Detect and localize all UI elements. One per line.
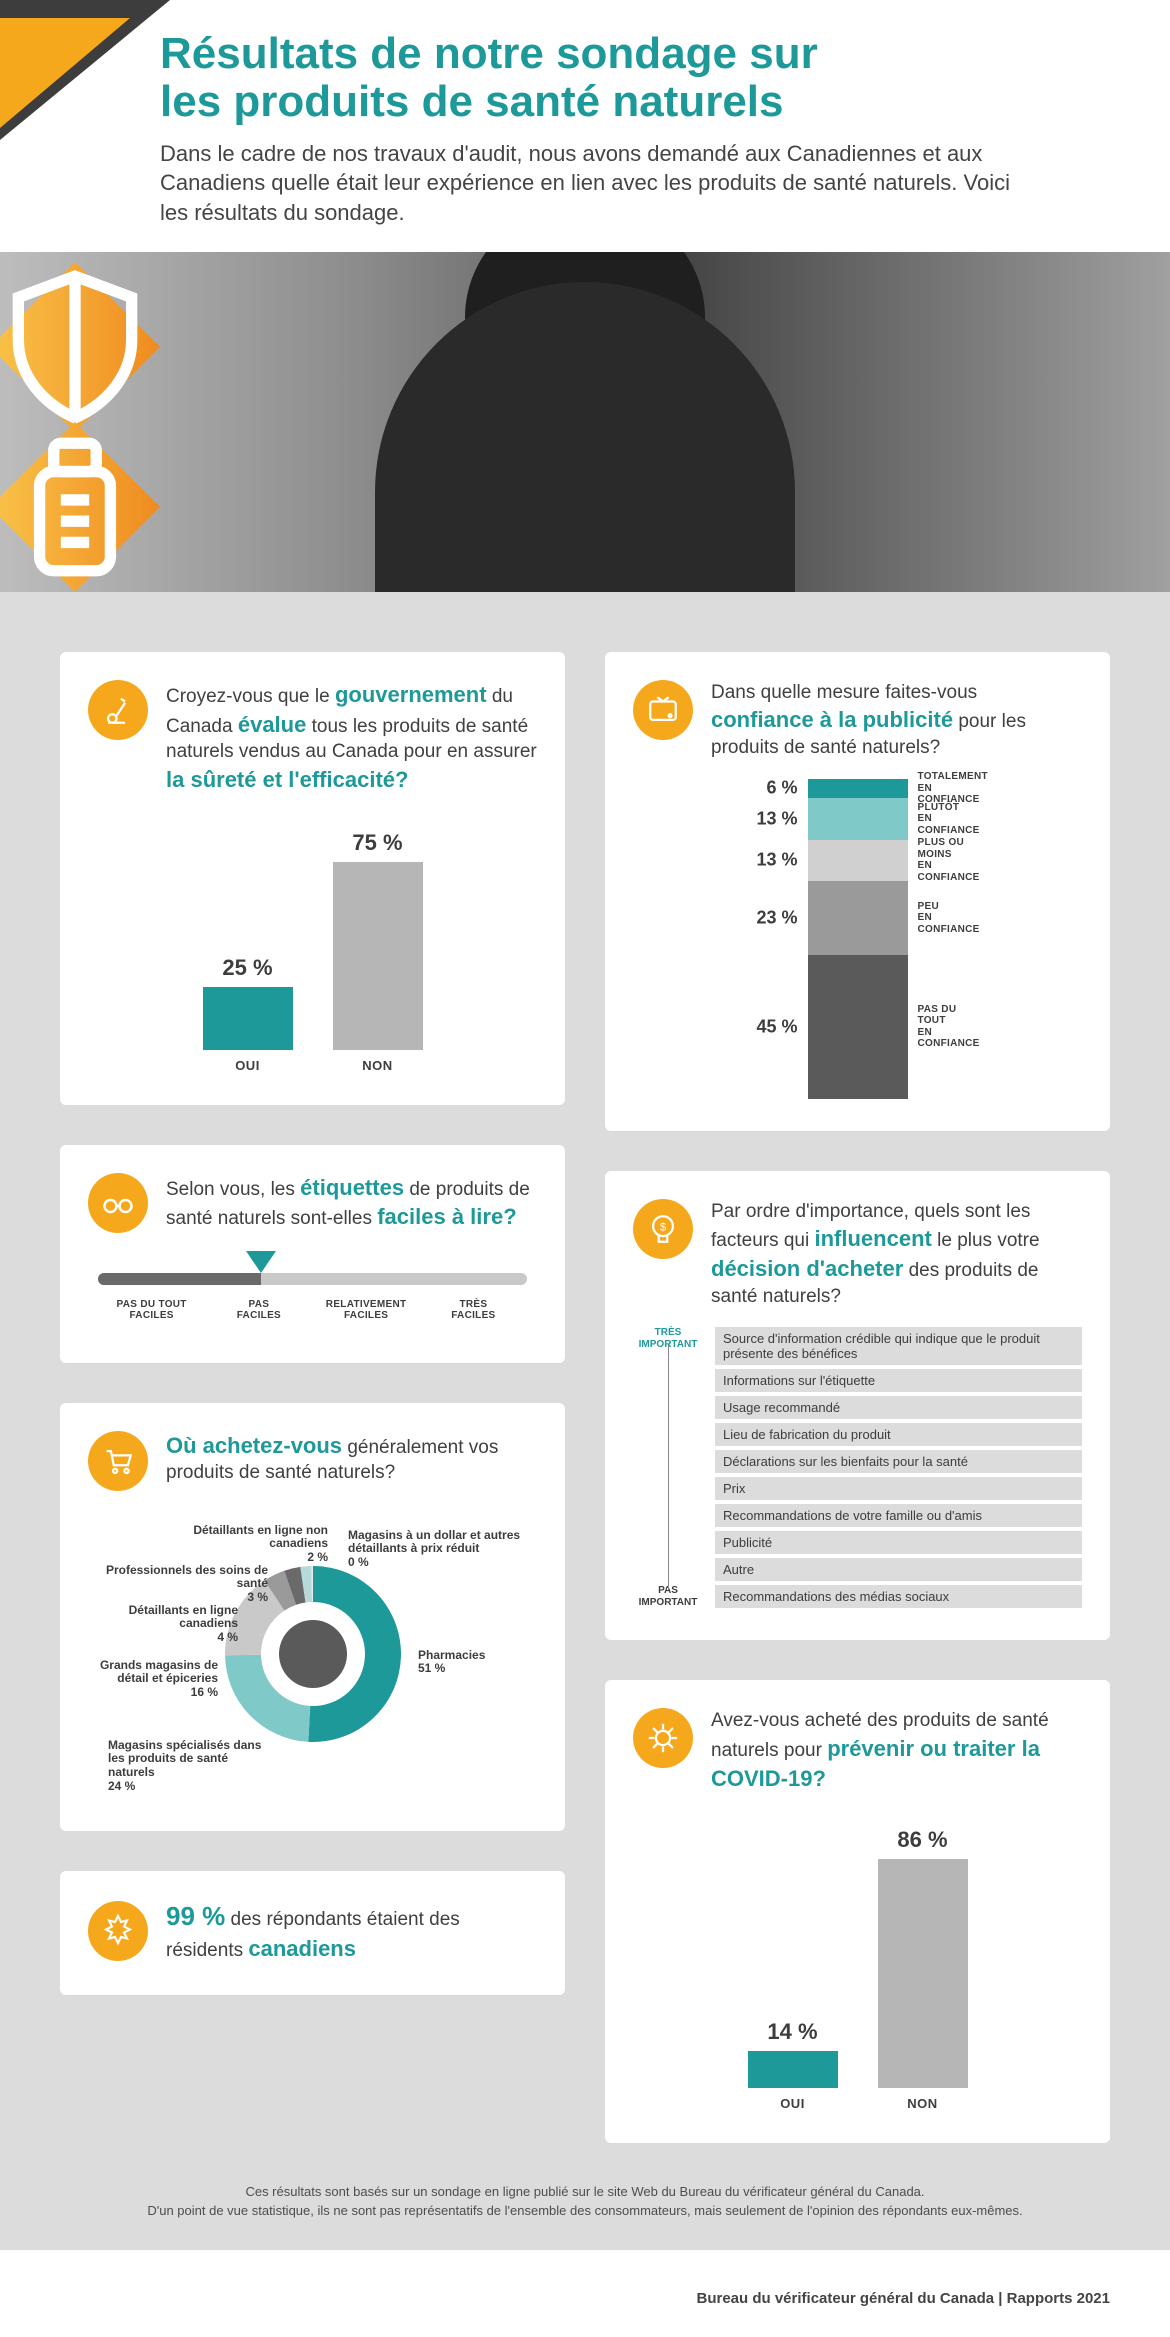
rank-item: Lieu de fabrication du produit <box>715 1423 1082 1446</box>
segment: 45 %PAS DU TOUTEN CONFIANCE <box>808 955 908 1099</box>
slider-label: PASFACILES <box>205 1299 312 1321</box>
q4-text: Par ordre d'importance, quels sont les f… <box>711 1199 1082 1310</box>
card-q5-where-buy: Où achetez-vous généralement vos produit… <box>60 1403 565 1831</box>
q5-donut-chart: Pharmacies51 % Magasins spécialisés dans … <box>88 1509 537 1799</box>
rank-item: Prix <box>715 1477 1082 1500</box>
q1-text: Croyez-vous que le gouvernement du Canad… <box>166 680 537 795</box>
microscope-icon <box>88 680 148 740</box>
q5-text: Où achetez-vous généralement vos produit… <box>166 1431 537 1486</box>
rank-item: Informations sur l'étiquette <box>715 1369 1082 1392</box>
head-money-icon: $ <box>633 1199 693 1259</box>
bar-non: 86 %NON <box>878 1827 968 2111</box>
segment: 13 %PLUS OU MOINSEN CONFIANCE <box>808 840 908 882</box>
header: Résultats de notre sondage sur les produ… <box>0 0 1170 228</box>
q3-text: Selon vous, les étiquettes de produits d… <box>166 1173 537 1232</box>
badge-bottle <box>0 422 160 592</box>
tv-icon <box>633 680 693 740</box>
content-area: Croyez-vous que le gouvernement du Canad… <box>0 592 1170 2250</box>
slider-label: PAS DU TOUTFACILES <box>98 1299 205 1321</box>
segment: 6 %TOTALEMENTEN CONFIANCE <box>808 779 908 798</box>
card-q6-covid: Avez-vous acheté des produits de santé n… <box>605 1680 1110 2143</box>
rank-item: Source d'information crédible qui indiqu… <box>715 1327 1082 1365</box>
donut-label: Grands magasins de détail et épiceries16… <box>88 1659 218 1700</box>
card-q2-trust-ads: Dans quelle mesure faites-vous confiance… <box>605 652 1110 1131</box>
q6-text: Avez-vous acheté des produits de santé n… <box>711 1708 1082 1793</box>
q4-ranked-list: TRÈSIMPORTANT PASIMPORTANT Source d'info… <box>633 1327 1082 1608</box>
bar-oui: 25 %OUI <box>203 955 293 1073</box>
bar-oui: 14 %OUI <box>748 2019 838 2111</box>
card-q3-labels-readable: Selon vous, les étiquettes de produits d… <box>60 1145 565 1363</box>
donut-label: Détaillants en ligne non canadiens2 % <box>138 1524 328 1565</box>
rank-item: Publicité <box>715 1531 1082 1554</box>
shield-icon <box>0 262 160 432</box>
page-title: Résultats de notre sondage sur les produ… <box>160 30 1110 127</box>
cart-icon <box>88 1431 148 1491</box>
slider-label: RELATIVEMENTFACILES <box>313 1299 420 1321</box>
rank-item: Déclarations sur les bienfaits pour la s… <box>715 1450 1082 1473</box>
svg-text:$: $ <box>660 1221 667 1233</box>
intro-text: Dans le cadre de nos travaux d'audit, no… <box>160 139 1040 228</box>
donut-label: Magasins à un dollar et autres détaillan… <box>348 1529 528 1570</box>
segment: 23 %PEUEN CONFIANCE <box>808 881 908 955</box>
rank-item: Usage recommandé <box>715 1396 1082 1419</box>
card-q7-respondents: 99 % des répondants étaient des résident… <box>60 1871 565 1996</box>
q6-bar-chart: 14 %OUI 86 %NON <box>633 1811 1082 2111</box>
disclaimer: Ces résultats sont basés sur un sondage … <box>135 2183 1035 2219</box>
rank-item: Recommandations des médias sociaux <box>715 1585 1082 1608</box>
q2-stacked-chart: 6 %TOTALEMENTEN CONFIANCE13 %PLUTÔTEN CO… <box>808 779 908 1099</box>
rank-item: Recommandations de votre famille ou d'am… <box>715 1504 1082 1527</box>
slider-label: TRÈSFACILES <box>420 1299 527 1321</box>
maple-leaf-icon <box>88 1901 148 1961</box>
q7-text: 99 % des répondants étaient des résident… <box>166 1899 537 1964</box>
donut-label: Détaillants en ligne canadiens4 % <box>88 1604 238 1645</box>
q2-text: Dans quelle mesure faites-vous confiance… <box>711 680 1082 761</box>
card-q4-factors: $ Par ordre d'importance, quels sont les… <box>605 1171 1110 1641</box>
donut-label: Professionnels des soins de santé3 % <box>88 1564 268 1605</box>
rank-item: Autre <box>715 1558 1082 1581</box>
glasses-icon <box>88 1173 148 1233</box>
virus-icon <box>633 1708 693 1768</box>
badge-shield <box>0 262 160 432</box>
card-q1-gov-evaluates: Croyez-vous que le gouvernement du Canad… <box>60 652 565 1105</box>
donut-label: Pharmacies51 % <box>418 1649 485 1677</box>
bar-non: 75 %NON <box>333 830 423 1073</box>
bottle-icon <box>0 422 160 592</box>
corner-triangle-orange <box>0 18 130 128</box>
donut-label: Magasins spécialisés dans les produits d… <box>108 1739 268 1794</box>
slider-marker-icon <box>246 1251 276 1273</box>
q3-slider: PAS DU TOUTFACILESPASFACILESRELATIVEMENT… <box>98 1273 527 1321</box>
segment: 13 %PLUTÔTEN CONFIANCE <box>808 798 908 840</box>
hero-image <box>0 252 1170 592</box>
footer: Bureau du vérificateur général du Canada… <box>0 2250 1170 2337</box>
q1-bar-chart: 25 %OUI 75 %NON <box>88 813 537 1073</box>
